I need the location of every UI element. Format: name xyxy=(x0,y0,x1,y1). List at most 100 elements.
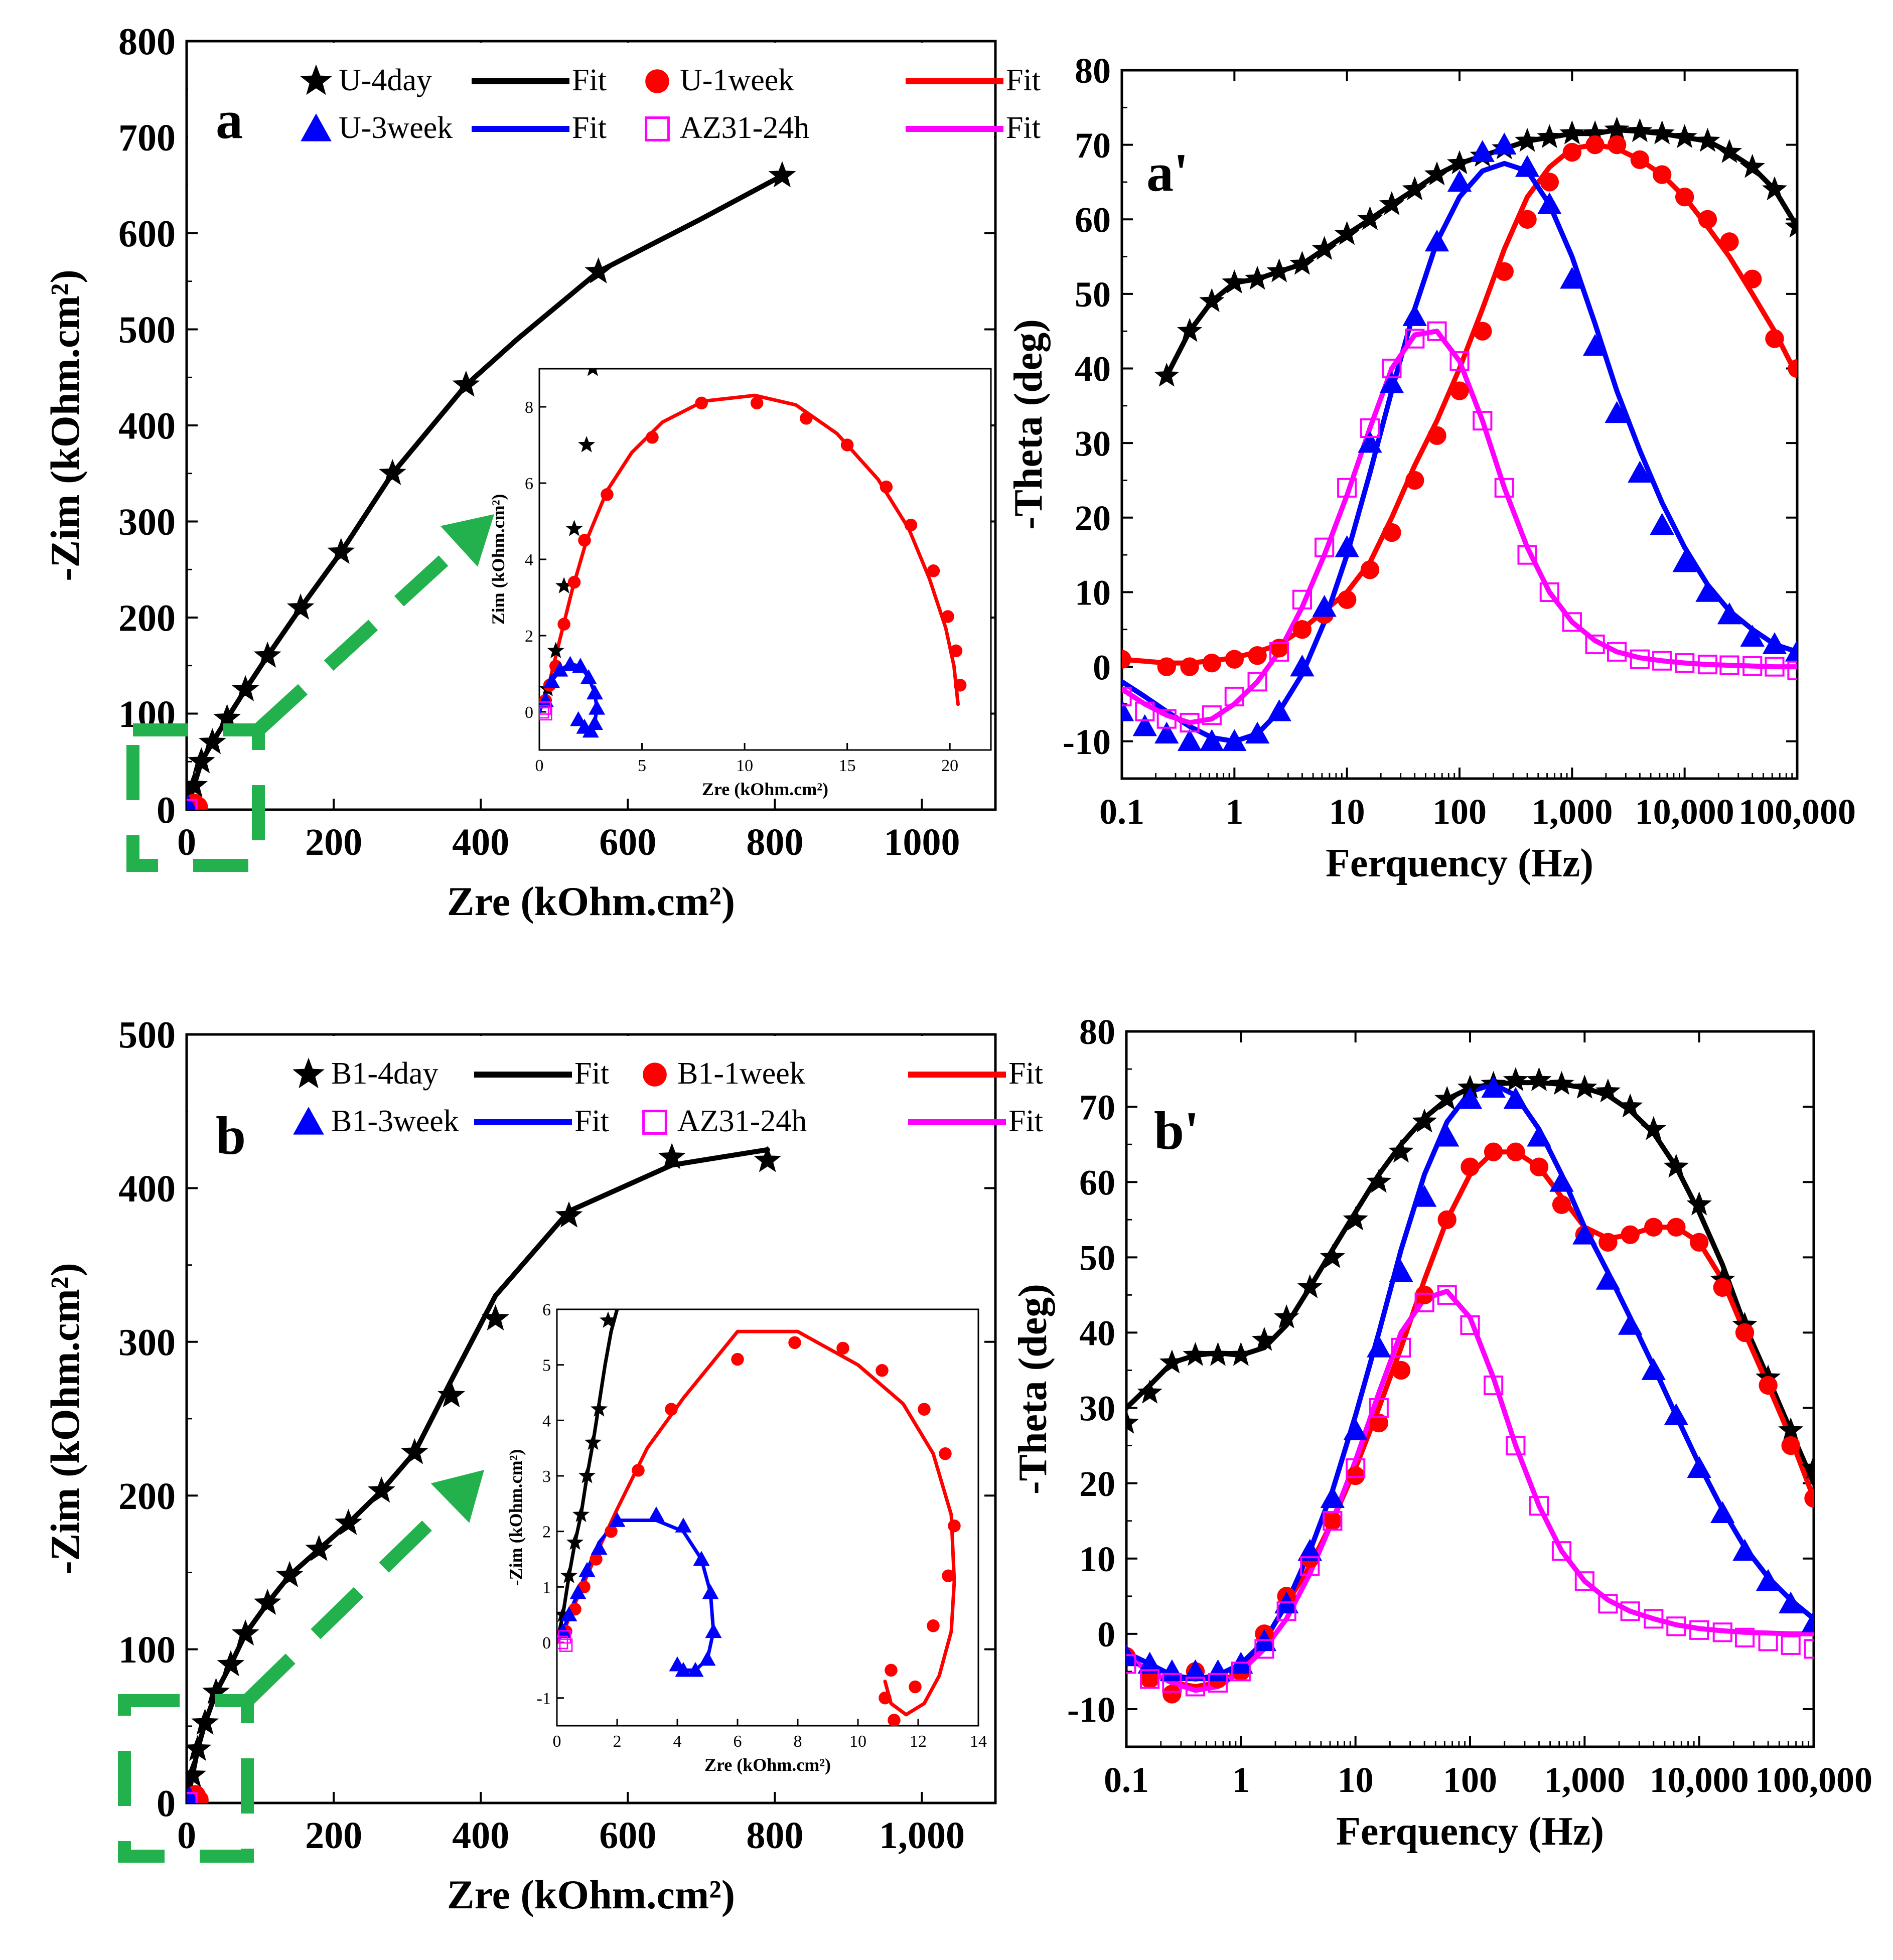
data-point-az31-24h xyxy=(1202,705,1222,725)
data-point-az31-24h xyxy=(1276,1601,1296,1621)
data-point-b1-4day xyxy=(1618,1093,1643,1118)
data-point-u-4day xyxy=(1154,363,1180,387)
data-point-u-1week xyxy=(1652,165,1672,184)
inset-x-tick-label: 8 xyxy=(794,1732,802,1751)
data-point-u-4day xyxy=(1357,206,1383,230)
data-point-b1-3week xyxy=(687,1662,704,1677)
data-point-u-1week xyxy=(1473,322,1492,341)
data-point-u-1week xyxy=(567,575,581,589)
zoom-arrow-head xyxy=(440,514,494,567)
data-point-u-3week xyxy=(576,718,593,734)
data-point-b1-4day xyxy=(1778,1417,1804,1441)
data-point-u-4day xyxy=(1627,118,1653,142)
data-point-u-4day xyxy=(768,161,796,188)
data-point-u-3week xyxy=(1672,550,1697,572)
data-point-u-3week xyxy=(543,673,560,688)
data-point-b1-4day xyxy=(187,1735,212,1761)
data-point-b1-4day xyxy=(1343,1206,1368,1231)
data-point-b1-4day xyxy=(400,1438,428,1464)
data-point-u-3week xyxy=(586,684,603,700)
data-point-u-4day xyxy=(1245,265,1270,290)
data-point-az31-24h xyxy=(1208,1673,1228,1693)
data-point-az31-24h xyxy=(1122,686,1132,707)
x-tick-label: 100,000 xyxy=(1738,792,1856,832)
data-point-b1-1week xyxy=(876,1364,889,1377)
legend-fit-label: Fit xyxy=(1006,111,1041,145)
legend-label: U-4day xyxy=(339,63,432,97)
data-point-u-4day xyxy=(1649,120,1675,144)
y-tick-label: 70 xyxy=(1075,125,1111,166)
data-point-b1-3week xyxy=(1732,1539,1757,1561)
fit-line-u-3week xyxy=(1122,161,1797,744)
data-point-u-1week xyxy=(695,396,708,410)
data-point-b1-4day xyxy=(1205,1342,1231,1366)
data-point-u-3week xyxy=(561,656,578,671)
x-tick-label: 600 xyxy=(599,1815,656,1857)
data-point-u-1week xyxy=(941,610,954,623)
data-point-u-1week xyxy=(1248,646,1267,665)
data-point-b1-3week xyxy=(1664,1403,1689,1425)
data-point-b1-1week xyxy=(1391,1361,1411,1380)
data-point-b1-4day xyxy=(305,1535,333,1561)
data-point-az31-24h xyxy=(1360,418,1380,438)
data-point-az31-24h xyxy=(187,799,198,810)
data-point-b1-1week xyxy=(836,1341,849,1355)
data-point-b1-4day xyxy=(1297,1274,1323,1298)
data-point-u-4day xyxy=(187,747,215,774)
panel-label-b-prime: b' xyxy=(1154,1101,1199,1161)
legend-marker-b1-3week xyxy=(293,1107,324,1135)
data-point-b1-3week xyxy=(705,1623,722,1638)
inset-x-tick-label: 0 xyxy=(535,757,544,775)
y-tick-label: 200 xyxy=(118,597,176,640)
data-point-b1-3week xyxy=(1618,1313,1643,1335)
panel-label-a-prime: a' xyxy=(1146,143,1189,203)
data-point-az31-24h xyxy=(1180,712,1200,733)
data-point-u-1week xyxy=(1495,262,1514,281)
inset-y-tick-label: 1 xyxy=(542,1578,551,1597)
x-axis-label: Zre (kOhm.cm²) xyxy=(447,1872,735,1917)
data-point-az31-24h xyxy=(1529,1496,1549,1516)
data-point-az31-24h xyxy=(1382,358,1402,379)
data-point-b1-4day xyxy=(566,1533,584,1550)
x-tick-label: 10,000 xyxy=(1650,1760,1749,1800)
data-point-u-1week xyxy=(1585,135,1605,155)
data-point-az31-24h xyxy=(1449,351,1470,371)
data-point-b1-4day xyxy=(191,1708,219,1735)
data-point-u-1week xyxy=(1122,650,1131,669)
data-point-az31-24h xyxy=(1185,1677,1206,1697)
data-point-u-3week xyxy=(1245,721,1270,744)
data-point-u-3week xyxy=(1515,155,1540,177)
data-point-b1-1week xyxy=(1621,1225,1640,1244)
data-point-u-1week xyxy=(880,480,893,494)
data-point-az31-24h xyxy=(1323,1511,1343,1531)
y-tick-label: 0 xyxy=(157,1783,176,1825)
legend-fit-label: Fit xyxy=(1008,1057,1043,1091)
fit-line-az31-24h xyxy=(1122,329,1797,725)
data-point-b1-4day xyxy=(1686,1191,1712,1216)
data-point-b1-4day xyxy=(335,1509,362,1535)
data-point-b1-1week xyxy=(1644,1218,1663,1237)
data-point-b1-1week xyxy=(788,1336,801,1349)
data-point-az31-24h xyxy=(1300,1556,1320,1576)
data-point-u-3week xyxy=(1177,729,1202,751)
data-point-b1-4day xyxy=(1641,1116,1666,1140)
data-point-u-3week xyxy=(1335,535,1359,557)
data-point-u-4day xyxy=(1379,191,1404,215)
data-point-u-1week xyxy=(800,412,813,425)
data-point-b1-3week xyxy=(1687,1456,1711,1478)
data-point-az31-24h xyxy=(1804,1639,1814,1659)
data-point-u-1week xyxy=(1382,523,1401,542)
data-point-u-3week xyxy=(570,711,587,726)
data-point-b1-4day xyxy=(1801,1455,1814,1479)
data-point-b1-4day xyxy=(1503,1067,1528,1091)
inset-x-tick-label: 2 xyxy=(613,1732,622,1751)
data-point-u-3week xyxy=(1447,170,1472,192)
legend-marker-b1-4day xyxy=(293,1058,325,1089)
data-point-az31-24h xyxy=(1712,1622,1732,1642)
data-point-b1-3week xyxy=(1710,1501,1735,1524)
data-point-u-3week xyxy=(1717,602,1742,625)
data-point-b1-3week xyxy=(1481,1076,1506,1098)
legend-label: AZ31-24h xyxy=(677,1104,807,1138)
data-point-u-1week xyxy=(1720,232,1739,251)
data-point-u-1week xyxy=(1518,210,1537,229)
